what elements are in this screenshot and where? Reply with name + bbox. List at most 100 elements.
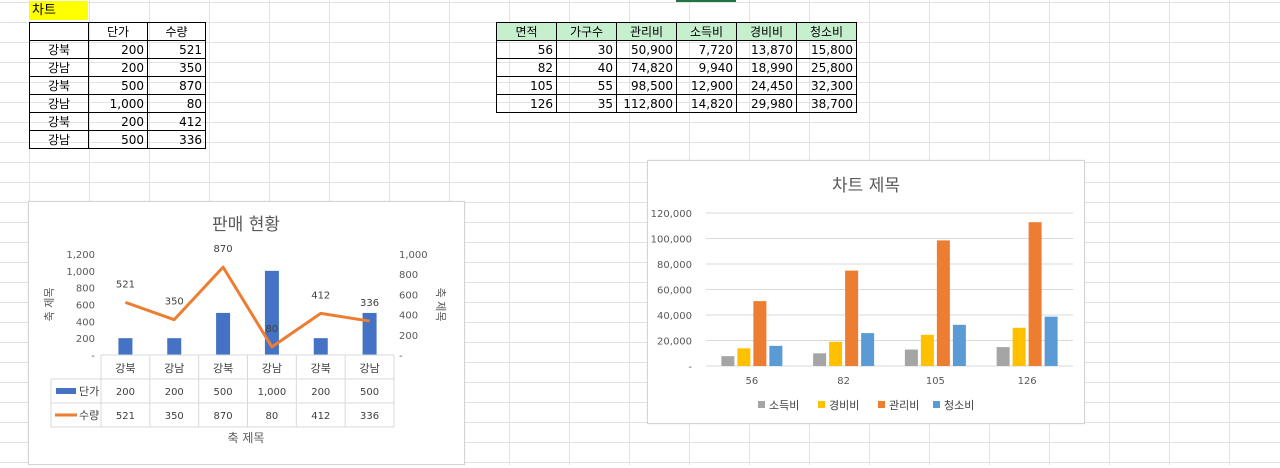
- legend-label: 소득비: [769, 399, 799, 412]
- line-data-label: 521: [116, 279, 135, 290]
- table2-cell[interactable]: 126: [496, 94, 557, 113]
- legend-key-소득비: [758, 401, 765, 408]
- table1-cell[interactable]: 336: [147, 130, 206, 149]
- table2-cell[interactable]: 9,940: [676, 58, 737, 77]
- sales-combo-chart[interactable]: 판매 현황 1,200 1,000 800 600 400 200 - 1,000 800 600 4…: [28, 201, 465, 465]
- table2-header-cell[interactable]: 관리비: [616, 22, 677, 41]
- table1-header-cell[interactable]: 수량: [147, 22, 206, 41]
- table1-row: 강북 200 521: [29, 40, 206, 59]
- y-tick-label: 120,000: [651, 209, 692, 220]
- table2-cell[interactable]: 18,990: [736, 58, 797, 77]
- data-table-cell: 200: [165, 387, 184, 398]
- chart-title: 차트 제목: [832, 176, 900, 196]
- table1-cell[interactable]: 200: [88, 112, 148, 131]
- table1-cell[interactable]: 강남: [29, 130, 89, 149]
- table1-header-cell[interactable]: [29, 22, 89, 41]
- cost-bar-chart[interactable]: 차트 제목 120,000 100,000 80,000 60,000 40,000 20,…: [647, 160, 1085, 424]
- table1-cell[interactable]: 350: [147, 58, 206, 77]
- table1-cell[interactable]: 200: [88, 58, 148, 77]
- table1-cell[interactable]: 강북: [29, 112, 89, 131]
- legend-label: 청소비: [944, 399, 974, 412]
- y-tick-label: 40,000: [657, 311, 692, 322]
- y2-tick-label: 600: [399, 290, 418, 301]
- bar-단가: [216, 312, 231, 355]
- bar-청소비: [952, 324, 966, 366]
- table1-cell[interactable]: 870: [147, 76, 206, 95]
- table2-header-cell[interactable]: 면적: [496, 22, 557, 41]
- table2-cell[interactable]: 30: [556, 40, 617, 59]
- table2-cell[interactable]: 15,800: [796, 40, 857, 59]
- data-table-cell: 412: [311, 411, 330, 422]
- table2-header-cell[interactable]: 소득비: [676, 22, 737, 41]
- x-category-label: 강북: [115, 362, 135, 375]
- table2-cell[interactable]: 50,900: [616, 40, 677, 59]
- legend-label: 관리비: [889, 399, 919, 412]
- table1-cell[interactable]: 521: [147, 40, 206, 59]
- line-series-수량: [124, 265, 370, 349]
- table2-cell[interactable]: 38,700: [796, 94, 857, 113]
- table1-cell[interactable]: 강남: [29, 58, 89, 77]
- table2-cell[interactable]: 55: [556, 76, 617, 95]
- table2-cell[interactable]: 32,300: [796, 76, 857, 95]
- table2-cell[interactable]: 14,820: [676, 94, 737, 113]
- table1-cell[interactable]: 강남: [29, 94, 89, 113]
- data-table-cell: 350: [165, 411, 184, 422]
- table1-cell[interactable]: 500: [88, 130, 148, 149]
- y-tick-label: 20,000: [657, 337, 692, 348]
- table2-cell[interactable]: 12,900: [676, 76, 737, 95]
- bar-관리비: [1028, 222, 1042, 366]
- y2-tick-label: 1,000: [399, 250, 428, 261]
- table1-row: 강남 1,000 80: [29, 94, 206, 113]
- table2-cell[interactable]: 7,720: [676, 40, 737, 59]
- table2-cell[interactable]: 98,500: [616, 76, 677, 95]
- table1-row: 강남 200 350: [29, 58, 206, 77]
- y-tick-label: 80,000: [657, 260, 692, 271]
- data-table-cell: 870: [214, 411, 233, 422]
- table2-cell[interactable]: 24,450: [736, 76, 797, 95]
- table1-cell[interactable]: 200: [88, 40, 148, 59]
- line-data-label: 412: [311, 290, 330, 301]
- table1-cell[interactable]: 500: [88, 76, 148, 95]
- table1-cell[interactable]: 80: [147, 94, 206, 113]
- table2-cell[interactable]: 35: [556, 94, 617, 113]
- y-tick-label: -: [91, 351, 95, 362]
- table1-cell[interactable]: 1,000: [88, 94, 148, 113]
- table1-cell[interactable]: 412: [147, 112, 206, 131]
- table2-cell[interactable]: 29,980: [736, 94, 797, 113]
- y2-tick-label: -: [399, 351, 403, 362]
- y-tick-label: -: [688, 362, 692, 373]
- table2-cell[interactable]: 25,800: [796, 58, 857, 77]
- table2-cell[interactable]: 82: [496, 58, 557, 77]
- y-tick-label: 200: [76, 334, 95, 345]
- table2-cell[interactable]: 40: [556, 58, 617, 77]
- table1-header-cell[interactable]: 단가: [88, 22, 148, 41]
- bar-청소비: [769, 345, 783, 366]
- sales-chart-svg: 판매 현황 1,200 1,000 800 600 400 200 - 1,000 800 600 4…: [43, 215, 447, 445]
- y2-axis-title: 축 제목: [434, 288, 447, 322]
- bar-청소비: [1044, 316, 1058, 366]
- table2-header-cell[interactable]: 가구수: [556, 22, 617, 41]
- y-tick-label: 1,000: [66, 267, 95, 278]
- table2-cell[interactable]: 112,800: [616, 94, 677, 113]
- data-table-cell: 1,000: [258, 387, 287, 398]
- table2-cell[interactable]: 13,870: [736, 40, 797, 59]
- table1-row: 강남 500 336: [29, 130, 206, 149]
- table2-header-cell[interactable]: 경비비: [736, 22, 797, 41]
- table1-cell[interactable]: 강북: [29, 40, 89, 59]
- sheet-title-cell[interactable]: 차트: [29, 1, 88, 20]
- table2-header-row: 면적 가구수 관리비 소득비 경비비 청소비: [496, 22, 857, 41]
- table2-row: 126 35 112,800 14,820 29,980 38,700: [496, 94, 857, 113]
- table2-cell[interactable]: 74,820: [616, 58, 677, 77]
- bar-청소비: [861, 333, 875, 366]
- table2-cell[interactable]: 56: [496, 40, 557, 59]
- table1-cell[interactable]: 강북: [29, 76, 89, 95]
- x-category-label: 강남: [359, 362, 379, 375]
- bar-단가: [313, 338, 328, 355]
- x-category-label: 126: [1018, 376, 1037, 387]
- active-column-marker: [676, 0, 736, 2]
- table2-header-cell[interactable]: 청소비: [796, 22, 857, 41]
- x-category-label: 강북: [311, 362, 331, 375]
- bar-경비비: [1012, 327, 1026, 366]
- table2-cell[interactable]: 105: [496, 76, 557, 95]
- data-table-series-name: 수량: [79, 409, 99, 422]
